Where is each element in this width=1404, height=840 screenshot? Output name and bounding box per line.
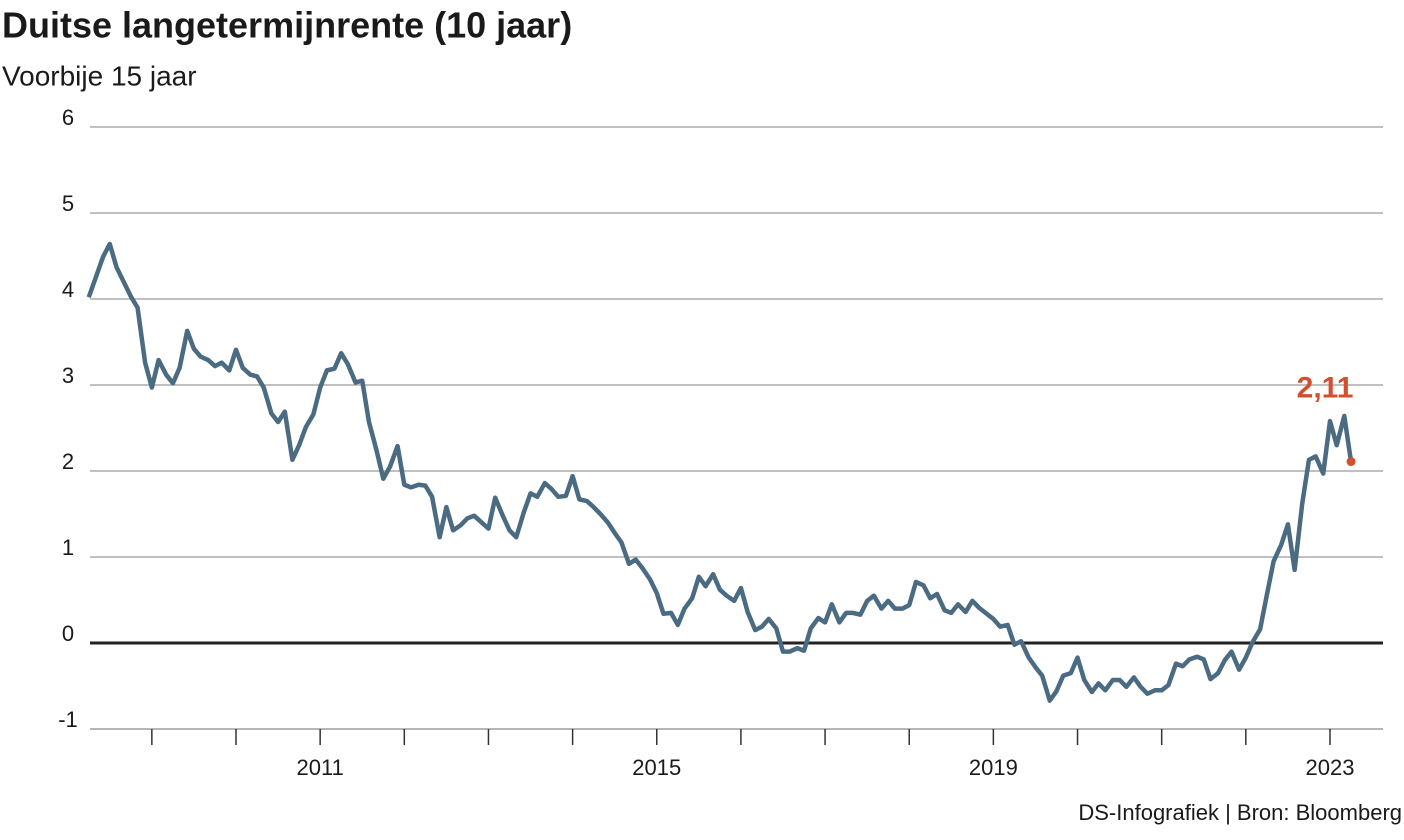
end-point <box>1346 457 1356 467</box>
y-tick-label: 0 <box>62 621 74 646</box>
x-tick-label: 2011 <box>297 755 344 780</box>
y-tick-label: 5 <box>62 191 74 216</box>
x-tick-label: 2023 <box>1306 755 1355 780</box>
y-tick-label: 3 <box>62 363 74 388</box>
end-label: 2,11 <box>1297 371 1354 404</box>
source-note: DS-Infografiek | Bron: Bloomberg <box>1078 800 1402 825</box>
chart-subtitle: Voorbije 15 jaar <box>2 60 197 91</box>
y-tick-label: 2 <box>62 449 74 474</box>
line-series <box>86 241 1354 703</box>
y-tick-label: 6 <box>62 105 74 130</box>
y-tick-label: 4 <box>62 277 74 302</box>
chart-title: Duitse langetermijnrente (10 jaar) <box>2 5 572 46</box>
y-tick-label: 1 <box>62 535 74 560</box>
x-tick-label: 2019 <box>969 755 1018 780</box>
x-tick-label: 2015 <box>632 755 681 780</box>
y-tick-label: -1 <box>58 707 78 732</box>
